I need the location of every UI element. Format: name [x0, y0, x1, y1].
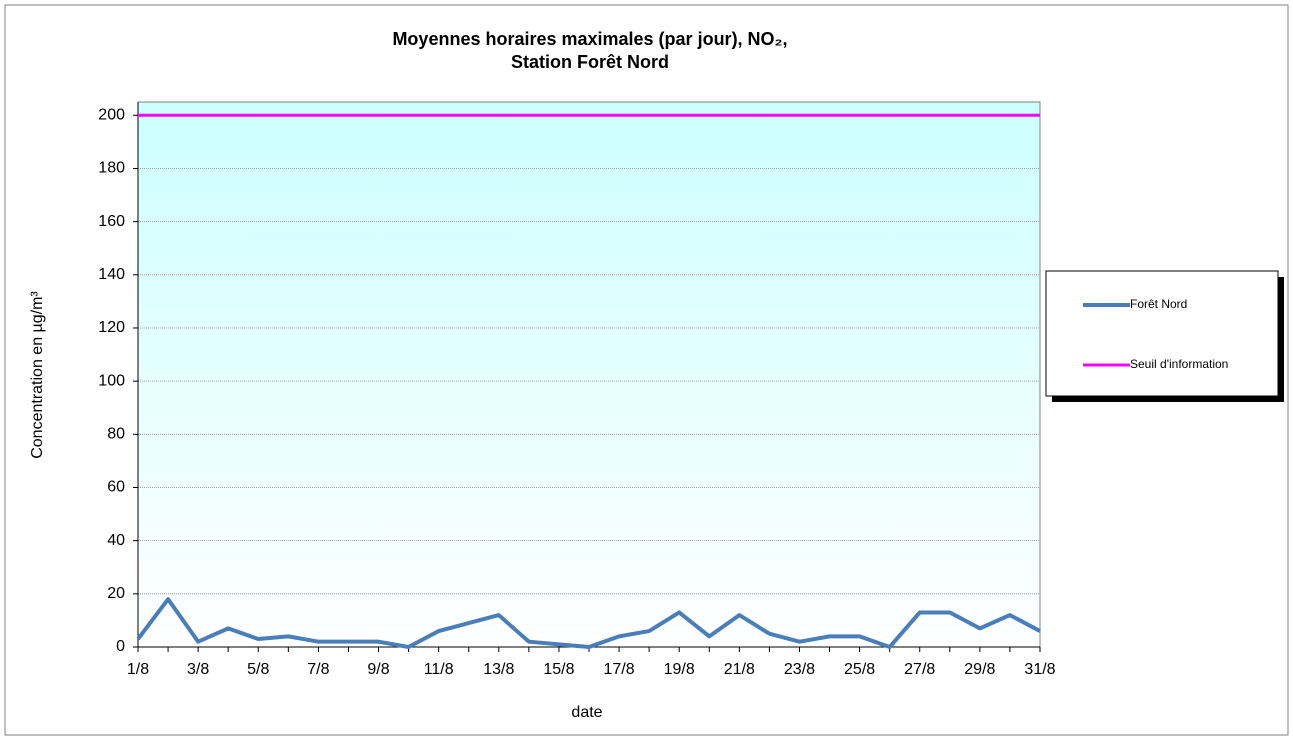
y-tick-label: 180: [98, 160, 125, 177]
y-tick-label: 20: [107, 585, 125, 602]
x-tick-label: 7/8: [307, 661, 329, 678]
x-tick-label: 9/8: [367, 661, 389, 678]
y-tick-label: 160: [98, 213, 125, 230]
plot-area: [137, 101, 1041, 648]
y-tick-label: 60: [107, 479, 125, 496]
x-tick-label: 11/8: [424, 661, 454, 678]
x-tick-label: 5/8: [247, 661, 269, 678]
y-tick-label: 100: [98, 372, 125, 389]
x-tick-label: 19/8: [664, 661, 695, 678]
x-axis-label: date: [571, 704, 602, 721]
x-tick-label: 1/8: [127, 661, 149, 678]
x-tick-label: 21/8: [724, 661, 755, 678]
y-tick-label: 0: [116, 638, 125, 655]
chart-title: Moyennes horaires maximales (par jour), …: [392, 29, 787, 49]
legend-label: Seuil d'information: [1130, 357, 1228, 371]
x-tick-label: 17/8: [603, 661, 634, 678]
y-tick-label: 40: [107, 532, 125, 549]
x-tick-label: 25/8: [844, 661, 875, 678]
x-tick-label: 27/8: [904, 661, 935, 678]
x-tick-label: 31/8: [1024, 661, 1055, 678]
x-tick-label: 13/8: [483, 661, 514, 678]
x-tick-label: 3/8: [187, 661, 209, 678]
legend-box: [1045, 270, 1279, 397]
legend-label: Forêt Nord: [1130, 297, 1187, 311]
y-axis-label: Concentration en µg/m³: [29, 291, 46, 459]
y-tick-label: 120: [98, 319, 125, 336]
x-tick-label: 23/8: [784, 661, 815, 678]
x-tick-label: 15/8: [543, 661, 574, 678]
series-line: [136, 597, 1041, 649]
y-tick-label: 200: [98, 107, 125, 124]
x-tick-label: 29/8: [964, 661, 995, 678]
chart-title: Station Forêt Nord: [511, 52, 669, 72]
y-tick-label: 140: [98, 266, 125, 283]
y-tick-label: 80: [107, 426, 125, 443]
